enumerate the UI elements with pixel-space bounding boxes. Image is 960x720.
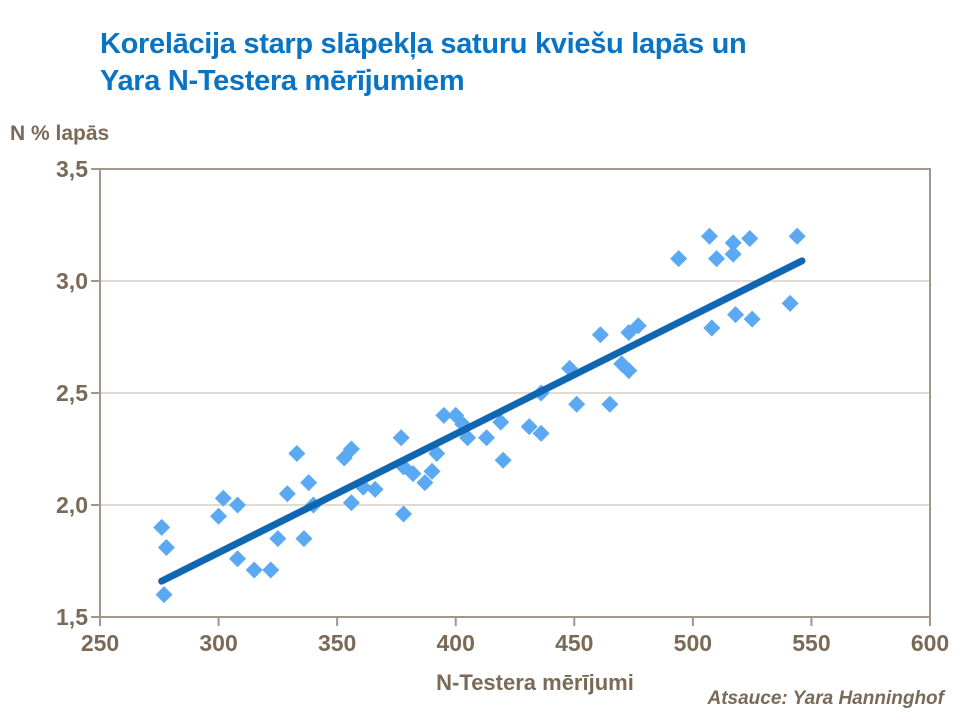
data-point bbox=[435, 406, 453, 424]
data-point bbox=[157, 539, 175, 557]
data-point bbox=[591, 326, 609, 344]
data-point bbox=[269, 530, 287, 548]
data-point bbox=[781, 294, 799, 312]
data-point bbox=[404, 465, 422, 483]
data-point bbox=[210, 507, 228, 525]
data-point bbox=[743, 310, 761, 328]
data-point bbox=[423, 462, 441, 480]
data-point bbox=[532, 424, 550, 442]
x-tick-label: 300 bbox=[199, 630, 238, 656]
data-point bbox=[520, 418, 538, 436]
data-point bbox=[229, 550, 247, 568]
data-point bbox=[366, 480, 384, 498]
data-point bbox=[492, 413, 510, 431]
y-tick-label: 3,0 bbox=[56, 268, 88, 294]
data-point bbox=[724, 234, 742, 252]
data-point bbox=[568, 395, 586, 413]
y-tick-label: 2,5 bbox=[56, 380, 88, 406]
data-point bbox=[478, 429, 496, 447]
data-point bbox=[703, 319, 721, 337]
x-tick-label: 600 bbox=[910, 630, 950, 656]
data-point bbox=[788, 227, 806, 245]
x-tick-label: 350 bbox=[317, 630, 357, 656]
x-tick-label: 550 bbox=[792, 630, 831, 656]
x-tick-label: 500 bbox=[673, 630, 713, 656]
data-point bbox=[262, 561, 280, 579]
data-point bbox=[494, 451, 512, 469]
data-point bbox=[342, 440, 360, 458]
x-tick-label: 450 bbox=[555, 630, 594, 656]
x-tick-label: 400 bbox=[436, 630, 475, 656]
data-point bbox=[629, 317, 647, 335]
trend-line bbox=[158, 257, 806, 585]
y-tick-label: 1,5 bbox=[56, 604, 88, 630]
data-point bbox=[724, 245, 742, 263]
data-point bbox=[741, 229, 759, 247]
data-point bbox=[670, 250, 688, 268]
data-point bbox=[601, 395, 619, 413]
data-point bbox=[416, 474, 434, 492]
y-axis-label: N % lapās bbox=[10, 122, 110, 145]
data-point bbox=[295, 530, 313, 548]
data-point bbox=[245, 561, 263, 579]
chart-title-line1: Korelācija starp slāpekļa saturu kviešu … bbox=[100, 28, 747, 60]
chart-title-line2: Yara N-Testera mērījumiem bbox=[100, 65, 465, 97]
data-point bbox=[392, 429, 410, 447]
data-point bbox=[229, 496, 247, 514]
data-point bbox=[727, 306, 745, 324]
data-point bbox=[395, 505, 413, 523]
y-tick-label: 2,0 bbox=[56, 492, 88, 518]
chart-title: Korelācija starp slāpekļa saturu kviešu … bbox=[100, 26, 920, 100]
x-tick-label: 250 bbox=[80, 630, 120, 656]
x-axis-label: N-Testera mērījumi bbox=[436, 670, 634, 695]
data-point bbox=[300, 474, 318, 492]
data-point bbox=[155, 586, 173, 604]
data-point bbox=[342, 494, 360, 512]
data-point bbox=[620, 362, 638, 380]
data-point bbox=[700, 227, 718, 245]
data-point bbox=[288, 444, 306, 462]
data-point bbox=[708, 250, 726, 268]
y-tick-label: 3,5 bbox=[56, 156, 88, 182]
source-attribution: Atsauce: Yara Hanninghof bbox=[707, 688, 945, 709]
data-point bbox=[153, 518, 171, 536]
data-point bbox=[278, 485, 296, 503]
data-point bbox=[214, 489, 232, 507]
